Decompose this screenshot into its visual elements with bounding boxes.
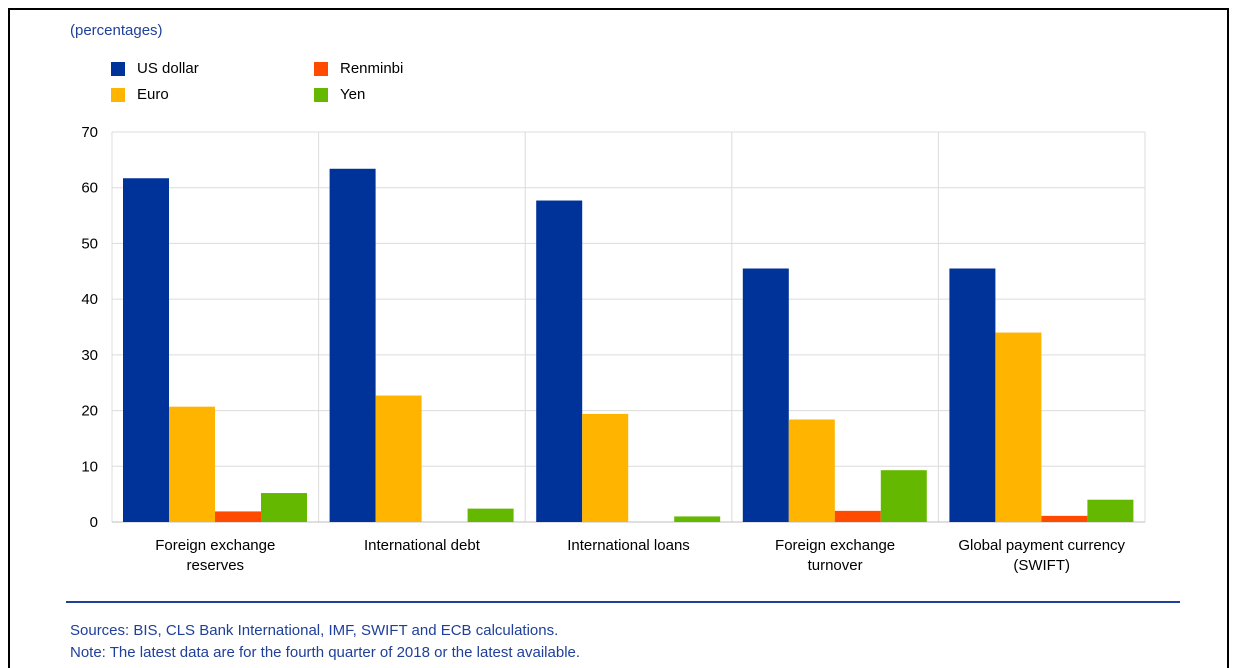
- legend-label-renminbi: Renminbi: [340, 60, 404, 77]
- legend-swatch-euro: [111, 87, 125, 102]
- x-tick-label-line: International debt: [364, 537, 481, 554]
- legend-label-euro: Euro: [137, 86, 169, 103]
- x-tick-label-line: Global payment currency: [958, 537, 1125, 554]
- bar-us-dollar: [536, 200, 583, 522]
- bar-yen: [674, 516, 721, 522]
- y-tick-label: 40: [81, 291, 98, 308]
- bar-us-dollar: [123, 178, 169, 522]
- bar-yen: [261, 493, 307, 522]
- bar-us-dollar: [949, 268, 996, 522]
- unit-note: (percentages): [70, 22, 163, 39]
- y-tick-label: 30: [81, 347, 98, 364]
- x-tick-label: International debt: [364, 537, 481, 554]
- x-tick-label-line: reserves: [187, 557, 245, 574]
- legend-item-renminbi: Renminbi: [314, 60, 403, 77]
- bar-yen: [467, 508, 514, 522]
- x-tick-label-line: International loans: [567, 537, 690, 554]
- legend-label-yen: Yen: [340, 86, 366, 103]
- data-note: Note: The latest data are for the fourth…: [70, 644, 581, 661]
- y-tick-label: 50: [81, 235, 98, 252]
- y-tick-label: 0: [90, 514, 98, 531]
- y-tick-label: 60: [81, 180, 98, 197]
- bar-renminbi: [834, 510, 881, 522]
- bar-euro: [582, 413, 629, 522]
- footer-rule: [66, 601, 1180, 603]
- y-tick-label: 10: [81, 458, 98, 475]
- y-tick-label: 70: [81, 124, 98, 141]
- y-tick-label: 20: [81, 403, 98, 420]
- legend-swatch-renminbi: [314, 61, 328, 76]
- sources-note: Sources: BIS, CLS Bank International, IM…: [70, 622, 559, 639]
- legend-item-us-dollar: US dollar: [111, 60, 199, 77]
- bar-renminbi: [1041, 515, 1088, 522]
- legend-item-yen: Yen: [314, 86, 365, 103]
- legend-swatch-us-dollar: [111, 61, 125, 76]
- x-tick-label-line: (SWIFT): [1013, 557, 1070, 574]
- x-tick-label-line: Foreign exchange: [775, 537, 895, 554]
- bar-yen: [880, 470, 927, 522]
- bar-renminbi: [215, 511, 261, 522]
- legend-label-us-dollar: US dollar: [137, 60, 199, 77]
- x-tick-label: Foreign exchange turnover: [775, 537, 895, 574]
- chart-frame: [8, 8, 1229, 668]
- bar-euro: [375, 395, 422, 522]
- bar-euro: [995, 332, 1042, 522]
- x-tick-label: Foreign exchange reserves: [155, 537, 275, 574]
- bar-us-dollar: [329, 168, 376, 522]
- bar-yen: [1087, 499, 1134, 522]
- x-tick-label: Global payment currency (SWIFT): [958, 537, 1125, 574]
- bar-us-dollar: [742, 268, 789, 522]
- x-tick-label: International loans: [567, 537, 690, 554]
- x-tick-label-line: Foreign exchange: [155, 537, 275, 554]
- bar-euro: [788, 419, 835, 522]
- x-tick-label-line: turnover: [808, 557, 863, 574]
- bar-euro: [169, 406, 215, 522]
- legend-item-euro: Euro: [111, 86, 169, 103]
- legend-swatch-yen: [314, 87, 328, 102]
